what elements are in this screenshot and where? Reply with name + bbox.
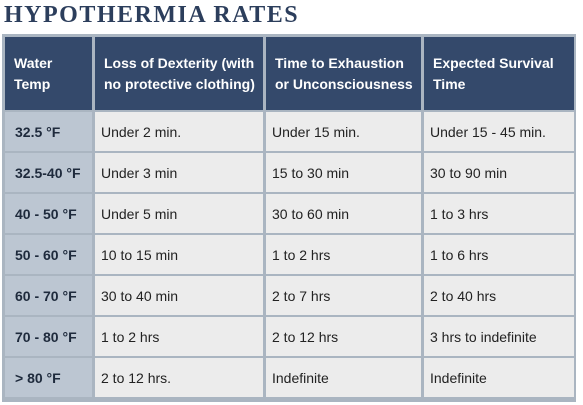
header-cell: Water Temp: [5, 37, 92, 110]
table-cell: 30 to 90 min: [424, 153, 574, 192]
row-label: 70 - 80 °F: [5, 317, 92, 356]
table-cell: 1 to 3 hrs: [424, 194, 574, 233]
table-cell: 2 to 40 hrs: [424, 276, 574, 315]
row-label: 32.5 °F: [5, 112, 92, 151]
table-cell: 3 hrs to indefinite: [424, 317, 574, 356]
header-cell: Time to Exhaustion or Unconsciousness: [266, 37, 421, 110]
row-label: 50 - 60 °F: [5, 235, 92, 274]
row-label: 40 - 50 °F: [5, 194, 92, 233]
table-cell: Indefinite: [424, 358, 574, 397]
table-cell: Under 5 min: [95, 194, 263, 233]
table-cell: 2 to 12 hrs.: [95, 358, 263, 397]
table-cell: Under 3 min: [95, 153, 263, 192]
table-cell: 2 to 7 hrs: [266, 276, 421, 315]
header-cell: Loss of Dexterity (with no protective cl…: [95, 37, 263, 110]
table-cell: 2 to 12 hrs: [266, 317, 421, 356]
table-cell: 1 to 2 hrs: [266, 235, 421, 274]
row-label: 60 - 70 °F: [5, 276, 92, 315]
row-label: > 80 °F: [5, 358, 92, 397]
table: Water Temp Loss of Dexterity (with no pro…: [2, 34, 576, 402]
table-cell: 30 to 40 min: [95, 276, 263, 315]
table-cell: Under 15 min.: [266, 112, 421, 151]
table-cell: 15 to 30 min: [266, 153, 421, 192]
table-cell: 1 to 6 hrs: [424, 235, 574, 274]
title: HYPOTHERMIA RATES: [4, 2, 300, 28]
table-cell: Indefinite: [266, 358, 421, 397]
table-cell: 1 to 2 hrs: [95, 317, 263, 356]
header-cell: Expected Survival Time: [424, 37, 574, 110]
table-cell: 30 to 60 min: [266, 194, 421, 233]
row-label: 32.5-40 °F: [5, 153, 92, 192]
table-cell: Under 15 - 45 min.: [424, 112, 574, 151]
table-cell: 10 to 15 min: [95, 235, 263, 274]
table-cell: Under 2 min.: [95, 112, 263, 151]
